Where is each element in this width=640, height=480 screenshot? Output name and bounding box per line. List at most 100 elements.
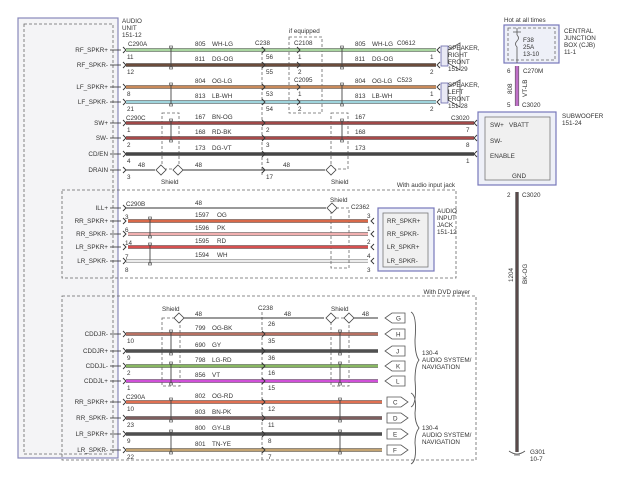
optional-connector-box	[288, 36, 323, 114]
pin-number: 9	[127, 438, 131, 445]
connector-terminal-icon	[122, 166, 127, 174]
connector-c238: C238	[258, 305, 274, 312]
sub-pin-sw-minus: SW-	[490, 138, 502, 145]
jack-pin-label: LR_SPKR-	[387, 258, 418, 265]
shield-ground-icon	[325, 164, 337, 176]
connector-terminal-icon	[436, 61, 441, 69]
wire-color-code: DG-VT	[212, 145, 232, 152]
circuit-number: 168	[195, 129, 206, 136]
circuit-number: 167	[355, 114, 366, 121]
connector-terminal-icon	[296, 83, 301, 91]
connector-terminal-icon	[261, 119, 266, 127]
wire-cddjr-: CDDJR- 799 OG-BK 10 35 H	[85, 325, 406, 345]
dvd-player-caption: With DVD player	[423, 289, 470, 296]
twisted-pair-icon	[169, 419, 173, 423]
wire-rr-spkr-: RR_SPKR- 1596 PK 6 1 RR_SPKR-	[76, 225, 419, 238]
pin-number: 3	[127, 174, 131, 181]
circuit-number: 48	[138, 162, 146, 169]
pin-number: 7	[268, 454, 272, 461]
connector-terminal-icon	[122, 134, 127, 142]
connector-terminal-icon	[122, 347, 127, 355]
pin-number: 55	[266, 69, 274, 76]
connector-terminal-icon	[261, 98, 266, 106]
subwoofer-title: 151-24	[562, 120, 582, 127]
pin-number: 7	[466, 127, 470, 134]
pin-number: 1	[266, 158, 270, 165]
pin-number: 2	[298, 106, 302, 113]
connector-terminal-icon	[261, 134, 266, 142]
pin-number: 2	[367, 239, 371, 246]
pin-label: DRAIN	[88, 167, 108, 174]
twisted-pair-icon	[169, 45, 173, 49]
shield-ground-icon	[155, 164, 167, 176]
speaker-right-title: FRONT	[448, 59, 470, 66]
connector-terminal-icon	[296, 61, 301, 69]
wire-lr-spkr-: LR_SPKR+ 1595 RD 14 2 LR_SPKR+	[76, 238, 420, 251]
twisted-pair-icon	[169, 103, 173, 107]
connector-c2095: C2095	[294, 77, 313, 84]
sub-pin-gnd: GND	[512, 173, 526, 180]
connector-terminal-icon	[261, 398, 266, 406]
pin-number: 1	[127, 385, 131, 392]
wire-rr-spkr-: RR_SPKR+ 802 OG-RD 10 12 C	[75, 393, 409, 413]
feed-color-code: VT-LB	[522, 80, 529, 98]
pin-label: SW+	[94, 120, 108, 127]
audio-unit-title-line: AUDIO	[122, 18, 142, 25]
connector-c2362: C2362	[351, 204, 370, 211]
pin-number: 35	[268, 338, 276, 345]
wire-ill-plus: ILL+ 48	[96, 200, 338, 214]
circuit-number: 805	[355, 41, 366, 48]
twisted-pair-icon	[169, 352, 173, 356]
connector-terminal-icon	[122, 217, 127, 225]
wire-color-code: VT	[212, 372, 220, 379]
wire-lf-spkr-: LF_SPKR+ 804 OG-LG 804 OG-LG 1 1 8 53	[76, 78, 441, 98]
pin-number: 2	[266, 127, 270, 134]
wire-color-code: BN-PK	[212, 409, 232, 416]
connector-tab-letter: L	[396, 379, 400, 386]
connector-terminal-icon	[436, 83, 441, 91]
circuit-number: 804	[355, 78, 366, 85]
pin-number: 1	[127, 127, 131, 134]
wire-color-code: WH-LG	[372, 41, 393, 48]
sub-pin-enable: ENABLE	[490, 153, 515, 160]
cjb-title: BOX (CJB)	[564, 42, 595, 49]
wire-color-code: LB-WH	[212, 93, 233, 100]
connector-tab	[384, 328, 406, 340]
pin-label: CDDJR+	[83, 348, 108, 355]
pin-label: SW-	[96, 135, 108, 142]
destination-line: NAVIGATION	[422, 439, 460, 446]
wire-cddjl-: CDDJL- 798 LG-RD 2 16 K	[86, 357, 406, 377]
connector-tab-letter: G	[396, 316, 401, 323]
connector-terminal-icon	[436, 98, 441, 106]
shield-label: Shield	[331, 179, 349, 186]
connector-c290c: C290C	[126, 115, 146, 122]
connector-terminal-icon	[122, 98, 127, 106]
connector-tab	[386, 412, 409, 424]
wire-lf-spkr-: LF_SPKR- 813 LB-WH 813 LB-WH 2 2 21 54	[78, 93, 441, 113]
cjb-title: JUNCTION	[564, 35, 596, 42]
pin-label: CDDJL+	[84, 378, 108, 385]
twisted-pair-icon	[169, 451, 173, 455]
speaker-left-front: SPEAKER, LEFT FRONT 151-28	[440, 79, 480, 110]
wire-color-code: OG-LG	[372, 78, 392, 85]
circuit-number: 803	[195, 409, 206, 416]
twisted-pair-icon	[340, 118, 344, 122]
connector-c523: C523	[397, 77, 413, 84]
shield-label: Shield	[330, 197, 348, 204]
connector-terminal-icon	[261, 330, 266, 338]
connector-terminal-icon	[122, 430, 127, 438]
feed-connector-bottom: C3020	[522, 102, 541, 109]
connector-terminal-icon	[122, 61, 127, 69]
wire-color-code: DG-OG	[372, 56, 393, 63]
jack-pin-label: LR_SPKR+	[387, 244, 420, 251]
wire-cddjl-: CDDJL+ 856 VT 1 15 L	[84, 372, 406, 392]
jack-title: AUDIO	[437, 208, 457, 215]
circuit-number: 1597	[195, 212, 210, 219]
audio-input-jack: AUDIO INPUT JACK 151-12	[377, 207, 457, 272]
pin-number: 17	[266, 174, 274, 181]
connector-tab-letter: D	[393, 416, 398, 423]
shield-ground-icon	[325, 312, 337, 324]
connector-terminal-icon	[122, 150, 127, 158]
pin-number: 12	[127, 69, 135, 76]
fuse-label: F38	[523, 37, 534, 44]
